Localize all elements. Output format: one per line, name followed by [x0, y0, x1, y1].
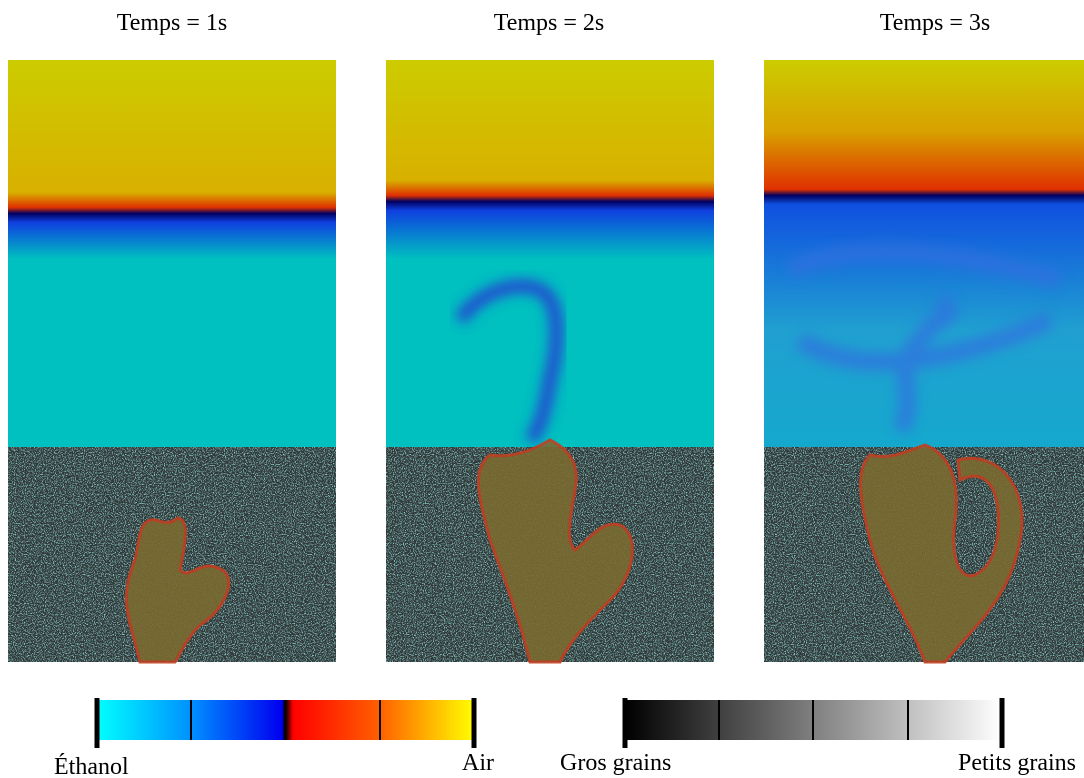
plume-wake [785, 242, 1063, 435]
colorbar-max-label: Air [462, 750, 494, 776]
colorbar-max-label: Petits grains [958, 750, 1076, 776]
colorbar-min-label: Gros grains [560, 750, 671, 776]
plume-wake [454, 279, 564, 445]
colorbar: Gros grains Petits grains [560, 698, 1076, 776]
air-plume [124, 516, 231, 664]
panel: Temps = 2s [386, 10, 714, 664]
panel-title: Temps = 3s [880, 10, 991, 36]
colorbar-min-label: Éthanol [54, 754, 129, 778]
panel-title: Temps = 2s [494, 10, 605, 36]
panel: Temps = 3s [764, 10, 1084, 664]
colorbar-ticks [94, 698, 477, 748]
colorbar-ticks [622, 698, 1005, 748]
colorbar: Éthanol Air [54, 698, 494, 778]
air-plume [859, 443, 1024, 664]
air-plume [476, 438, 634, 664]
panel-title: Temps = 1s [117, 10, 228, 36]
panel: Temps = 1s [8, 10, 336, 664]
